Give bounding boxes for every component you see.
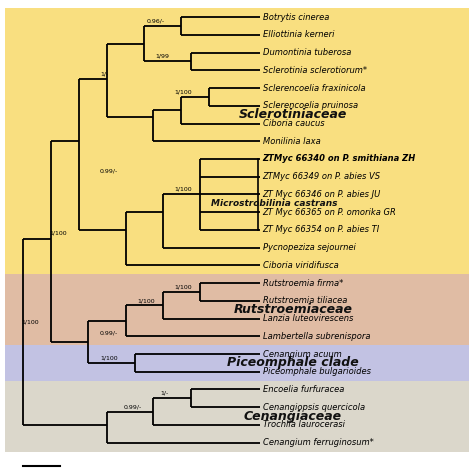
Text: Monilinia laxa: Monilinia laxa — [263, 137, 320, 146]
Text: Sclerencoelia fraxinicola: Sclerencoelia fraxinicola — [263, 83, 365, 92]
Text: Trochila laurocerasi: Trochila laurocerasi — [263, 420, 345, 429]
Text: ZTMyc 66349 on P. abies VS: ZTMyc 66349 on P. abies VS — [263, 172, 381, 181]
Text: 1/100: 1/100 — [174, 284, 192, 289]
Bar — [5, 8, 469, 274]
Text: Elliottinia kerneri: Elliottinia kerneri — [263, 30, 334, 39]
Text: ZT Myc 66346 on P. abies JU: ZT Myc 66346 on P. abies JU — [263, 190, 381, 199]
Text: Cenangium ferruginosum*: Cenangium ferruginosum* — [263, 438, 374, 447]
Text: Cenangiaceae: Cenangiaceae — [244, 410, 342, 422]
Bar — [5, 381, 469, 452]
Text: Rutstroemia firma*: Rutstroemia firma* — [263, 279, 343, 288]
Text: 1/-: 1/- — [160, 391, 169, 395]
Text: ZTMyc 66340 on P. smithiana ZH: ZTMyc 66340 on P. smithiana ZH — [263, 155, 416, 164]
Text: Ciboria viridifusca: Ciboria viridifusca — [263, 261, 338, 270]
Text: 1/100: 1/100 — [49, 231, 66, 236]
Text: Microstrobilinia castrans: Microstrobilinia castrans — [211, 199, 337, 208]
Text: 0.96/-: 0.96/- — [146, 18, 164, 23]
Text: Ciboria caucus: Ciboria caucus — [263, 119, 324, 128]
Text: ZT Myc 66354 on P. abies TI: ZT Myc 66354 on P. abies TI — [263, 226, 380, 235]
Text: Lanzia luteovirescens: Lanzia luteovirescens — [263, 314, 353, 323]
Text: Piceomphale clade: Piceomphale clade — [227, 356, 359, 369]
Text: 1/100: 1/100 — [100, 355, 118, 360]
Text: 0.99/-: 0.99/- — [123, 405, 141, 410]
Text: 1/-: 1/- — [100, 72, 108, 76]
Text: 1/100: 1/100 — [174, 89, 192, 94]
Text: Dumontinia tuberosa: Dumontinia tuberosa — [263, 48, 351, 57]
Text: 1/100: 1/100 — [21, 319, 38, 325]
Text: 0.99/-: 0.99/- — [100, 169, 118, 174]
Text: Encoelia furfuracea: Encoelia furfuracea — [263, 385, 344, 394]
Text: 1/99: 1/99 — [155, 54, 170, 59]
Text: ZT Myc 66365 on P. omorika GR: ZT Myc 66365 on P. omorika GR — [263, 208, 396, 217]
Text: 1/100: 1/100 — [137, 298, 155, 303]
Text: Sclerencoelia pruinosa: Sclerencoelia pruinosa — [263, 101, 358, 110]
Bar — [5, 274, 469, 345]
Text: Sclerotinia sclerotiorum*: Sclerotinia sclerotiorum* — [263, 66, 367, 75]
Text: Lambertella subrenispora: Lambertella subrenispora — [263, 332, 370, 341]
Text: Cenangium acuum: Cenangium acuum — [263, 349, 341, 358]
Text: 1/100: 1/100 — [174, 187, 192, 191]
Text: Botrytis cinerea: Botrytis cinerea — [263, 13, 329, 22]
Text: Cenangiopsis quercicola: Cenangiopsis quercicola — [263, 403, 365, 412]
Text: Rutstroemia tiliacea: Rutstroemia tiliacea — [263, 296, 347, 305]
Text: Pycnopeziza sejournei: Pycnopeziza sejournei — [263, 243, 356, 252]
Text: Sclerotiniaceae: Sclerotiniaceae — [238, 108, 347, 121]
Text: 0.99/-: 0.99/- — [100, 330, 118, 335]
Text: Piceomphale bulgarioides: Piceomphale bulgarioides — [263, 367, 371, 376]
Text: Rutstroemiaceae: Rutstroemiaceae — [233, 303, 352, 316]
Bar — [5, 345, 469, 381]
